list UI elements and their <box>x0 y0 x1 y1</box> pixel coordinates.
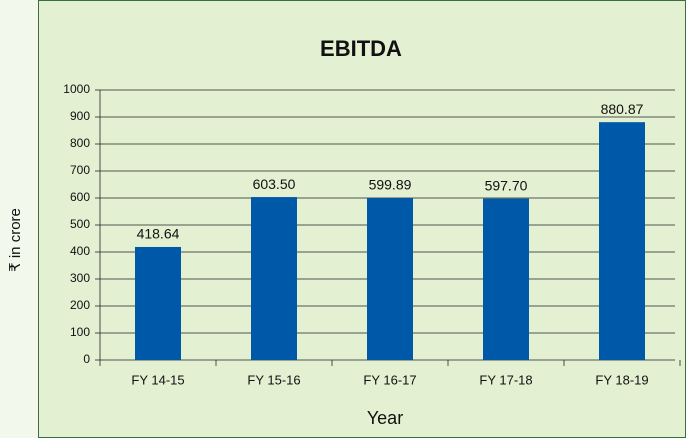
x-tick-label: FY 17-18 <box>479 372 532 387</box>
bar <box>135 246 181 360</box>
x-tick-label: FY 14-15 <box>131 372 184 387</box>
data-label: 418.64 <box>137 226 180 242</box>
bar <box>599 122 645 360</box>
x-tick-label: FY 16-17 <box>363 372 416 387</box>
data-label: 597.70 <box>485 177 528 193</box>
bar <box>483 198 529 360</box>
bar <box>367 198 413 360</box>
x-tick-label: FY 15-16 <box>247 372 300 387</box>
y-tick-label: 300 <box>70 271 90 285</box>
bar <box>251 197 297 360</box>
y-tick-label: 0 <box>83 352 90 366</box>
data-label: 880.87 <box>601 101 644 117</box>
data-label: 603.50 <box>253 176 296 192</box>
x-tick-label: FY 18-19 <box>595 372 648 387</box>
y-tick-label: 200 <box>70 298 90 312</box>
data-label: 599.89 <box>369 177 412 193</box>
y-tick-label: 100 <box>70 325 90 339</box>
chart-title: EBITDA <box>320 36 402 61</box>
x-axis-label: Year <box>367 408 403 428</box>
y-tick-label: 600 <box>70 190 90 204</box>
y-tick-label: 1000 <box>63 82 90 96</box>
y-axis-label: ₹ in crore <box>7 208 24 272</box>
y-tick-label: 500 <box>70 217 90 231</box>
y-tick-label: 900 <box>70 109 90 123</box>
y-tick-label: 400 <box>70 244 90 258</box>
chart-frame <box>38 0 686 438</box>
y-tick-label: 700 <box>70 163 90 177</box>
y-tick-label: 800 <box>70 136 90 150</box>
